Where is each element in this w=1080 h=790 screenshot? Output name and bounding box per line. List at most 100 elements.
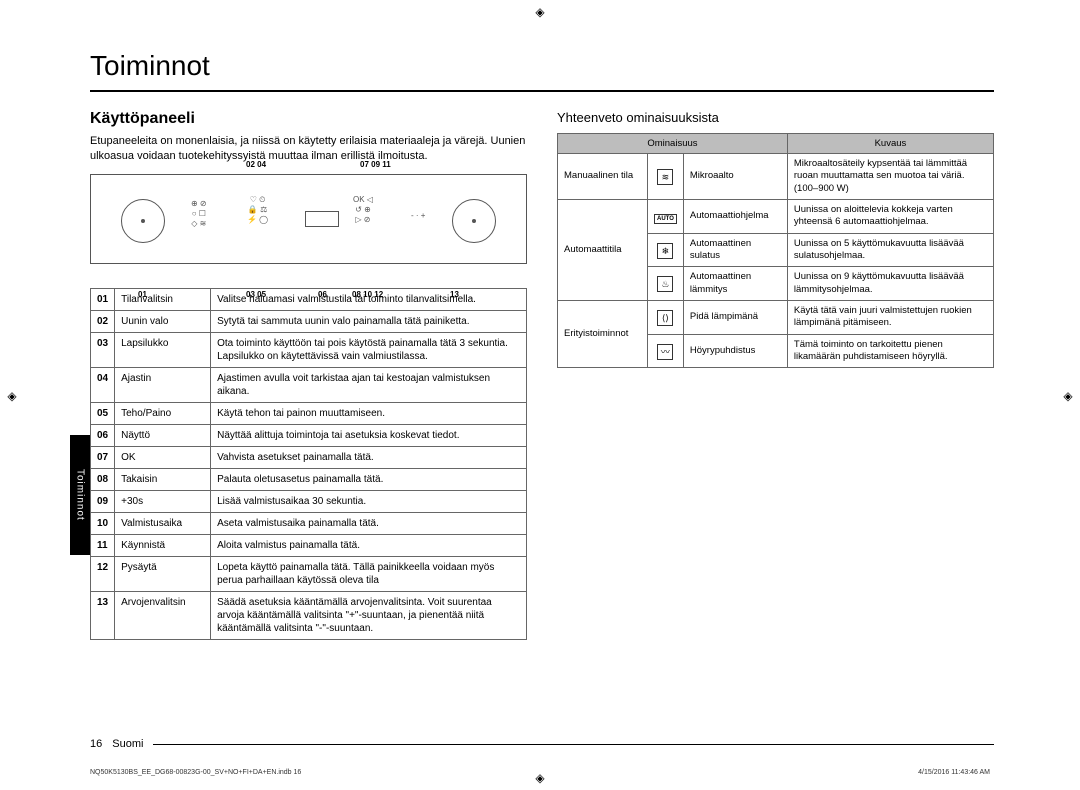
table-row: 11KäynnistäAloita valmistus painamalla t… [91, 534, 527, 556]
feature-mode: Erityistoiminnot [558, 301, 648, 368]
crop-mark: ◈ [6, 390, 18, 402]
control-name: Lapsilukko [115, 332, 211, 367]
table-header: Kuvaus [787, 134, 993, 154]
left-column: Käyttöpaneeli Etupaneeleita on monenlais… [90, 110, 527, 640]
table-header: Ominaisuus [558, 134, 788, 154]
control-name: Arvojenvalitsin [115, 591, 211, 639]
feature-icon: ⟨⟩ [648, 301, 684, 335]
control-number: 04 [91, 367, 115, 402]
table-row: 13ArvojenvalitsinSäädä asetuksia kääntäm… [91, 591, 527, 639]
control-desc: Näyttää alittuja toimintoja tai asetuksi… [211, 424, 527, 446]
control-number: 11 [91, 534, 115, 556]
section-heading: Yhteenveto ominaisuuksista [557, 110, 994, 125]
feature-icon: 〰 [648, 334, 684, 368]
feature-icon: ♨ [648, 267, 684, 301]
table-row: 03LapsilukkoOta toiminto käyttöön tai po… [91, 332, 527, 367]
footer-rule [153, 744, 994, 745]
table-row: 05Teho/PainoKäytä tehon tai painon muutt… [91, 402, 527, 424]
feature-name: Automaattinen sulatus [683, 233, 787, 267]
intro-text: Etupaneeleita on monenlaisia, ja niissä … [90, 134, 527, 164]
page-footer: 16 Suomi [90, 738, 994, 750]
print-meta-left: NQ50K5130BS_EE_DG68-00823G-00_SV+NO+FI+D… [90, 769, 301, 776]
side-tab: Toiminnot [70, 435, 90, 555]
control-desc: Lisää valmistusaikaa 30 sekuntia. [211, 490, 527, 512]
control-desc: Lopeta käyttö painamalla tätä. Tällä pai… [211, 556, 527, 591]
feature-desc: Tämä toiminto on tarkoitettu pienen lika… [787, 334, 993, 368]
control-number: 06 [91, 424, 115, 446]
controls-table: 01TilanvalitsinValitse haluamasi valmist… [90, 288, 527, 640]
table-row: AutomaattitilaAUTOAutomaattiohjelmaUunis… [558, 200, 994, 234]
feature-desc: Mikroaaltosäteily kypsentää tai lämmittä… [787, 154, 993, 200]
control-name: Ajastin [115, 367, 211, 402]
page-title: Toiminnot [90, 50, 994, 92]
table-row: 10ValmistusaikaAseta valmistusaika paina… [91, 512, 527, 534]
table-row: 07OKVahvista asetukset painamalla tätä. [91, 446, 527, 468]
diagram-label: 07 09 11 [360, 160, 391, 169]
control-desc: Säädä asetuksia kääntämällä arvojenvalit… [211, 591, 527, 639]
table-row: 04AjastinAjastimen avulla voit tarkistaa… [91, 367, 527, 402]
control-number: 07 [91, 446, 115, 468]
control-desc: Vahvista asetukset painamalla tätä. [211, 446, 527, 468]
control-number: 02 [91, 310, 115, 332]
control-desc: Käytä tehon tai painon muuttamiseen. [211, 402, 527, 424]
diagram-label: 13 [450, 290, 459, 299]
feature-name: Höyrypuhdistus [683, 334, 787, 368]
knob-icon [121, 199, 165, 243]
control-name: +30s [115, 490, 211, 512]
page-number: 16 [90, 738, 102, 750]
diagram-label: 06 [318, 290, 327, 299]
control-name: Takaisin [115, 468, 211, 490]
table-row: 06NäyttöNäyttää alittuja toimintoja tai … [91, 424, 527, 446]
feature-desc: Käytä tätä vain juuri valmistettujen ruo… [787, 301, 993, 335]
diagram-label: 08 10 12 [352, 290, 383, 299]
control-name: Käynnistä [115, 534, 211, 556]
right-column: Yhteenveto ominaisuuksista Ominaisuus Ku… [557, 110, 994, 640]
control-name: Näyttö [115, 424, 211, 446]
control-number: 03 [91, 332, 115, 367]
control-desc: Aloita valmistus painamalla tätä. [211, 534, 527, 556]
feature-icon: ❄ [648, 233, 684, 267]
control-desc: Ajastimen avulla voit tarkistaa ajan tai… [211, 367, 527, 402]
table-row: 08TakaisinPalauta oletusasetus painamall… [91, 468, 527, 490]
feature-desc: Uunissa on aloittelevia kokkeja varten y… [787, 200, 993, 234]
feature-name: Mikroaalto [683, 154, 787, 200]
knob-icon [452, 199, 496, 243]
diagram-label: 03 05 [246, 290, 266, 299]
feature-name: Pidä lämpimänä [683, 301, 787, 335]
feature-name: Automaattiohjelma [683, 200, 787, 234]
control-name: OK [115, 446, 211, 468]
control-desc: Palauta oletusasetus painamalla tätä. [211, 468, 527, 490]
control-number: 05 [91, 402, 115, 424]
control-desc: Ota toiminto käyttöön tai pois käytöstä … [211, 332, 527, 367]
table-row: 12PysäytäLopeta käyttö painamalla tätä. … [91, 556, 527, 591]
control-number: 13 [91, 591, 115, 639]
feature-icon: ≋ [648, 154, 684, 200]
feature-desc: Uunissa on 5 käyttömukavuutta lisäävää s… [787, 233, 993, 267]
crop-mark: ◈ [1062, 390, 1074, 402]
table-row: Manuaalinen tila≋MikroaaltoMikroaaltosät… [558, 154, 994, 200]
table-row: Erityistoiminnot⟨⟩Pidä lämpimänäKäytä tä… [558, 301, 994, 335]
feature-icon: AUTO [648, 200, 684, 234]
table-row: 02Uunin valoSytytä tai sammuta uunin val… [91, 310, 527, 332]
control-desc: Aseta valmistusaika painamalla tätä. [211, 512, 527, 534]
feature-mode: Manuaalinen tila [558, 154, 648, 200]
feature-mode: Automaattitila [558, 200, 648, 301]
diagram-label: 01 [138, 290, 147, 299]
table-row: 09+30sLisää valmistusaikaa 30 sekuntia. [91, 490, 527, 512]
control-desc: Sytytä tai sammuta uunin valo painamalla… [211, 310, 527, 332]
control-name: Pysäytä [115, 556, 211, 591]
crop-mark: ◈ [534, 6, 546, 18]
control-panel-diagram: ⊕ ⊘○ ☐◇ ≋ ♡ ⏲🔒 ⚖⚡ ◯ OK ◁↺ ⊕▷ ⊘ - · + [90, 174, 527, 264]
control-name: Uunin valo [115, 310, 211, 332]
feature-name: Automaattinen lämmitys [683, 267, 787, 301]
print-meta-right: 4/15/2016 11:43:46 AM [918, 769, 990, 776]
page-lang: Suomi [112, 738, 143, 750]
section-heading: Käyttöpaneeli [90, 110, 527, 128]
control-name: Valmistusaika [115, 512, 211, 534]
features-table: Ominaisuus Kuvaus Manuaalinen tila≋Mikro… [557, 133, 994, 368]
control-number: 09 [91, 490, 115, 512]
control-number: 12 [91, 556, 115, 591]
diagram-label: 02 04 [246, 160, 266, 169]
control-number: 10 [91, 512, 115, 534]
control-name: Teho/Paino [115, 402, 211, 424]
